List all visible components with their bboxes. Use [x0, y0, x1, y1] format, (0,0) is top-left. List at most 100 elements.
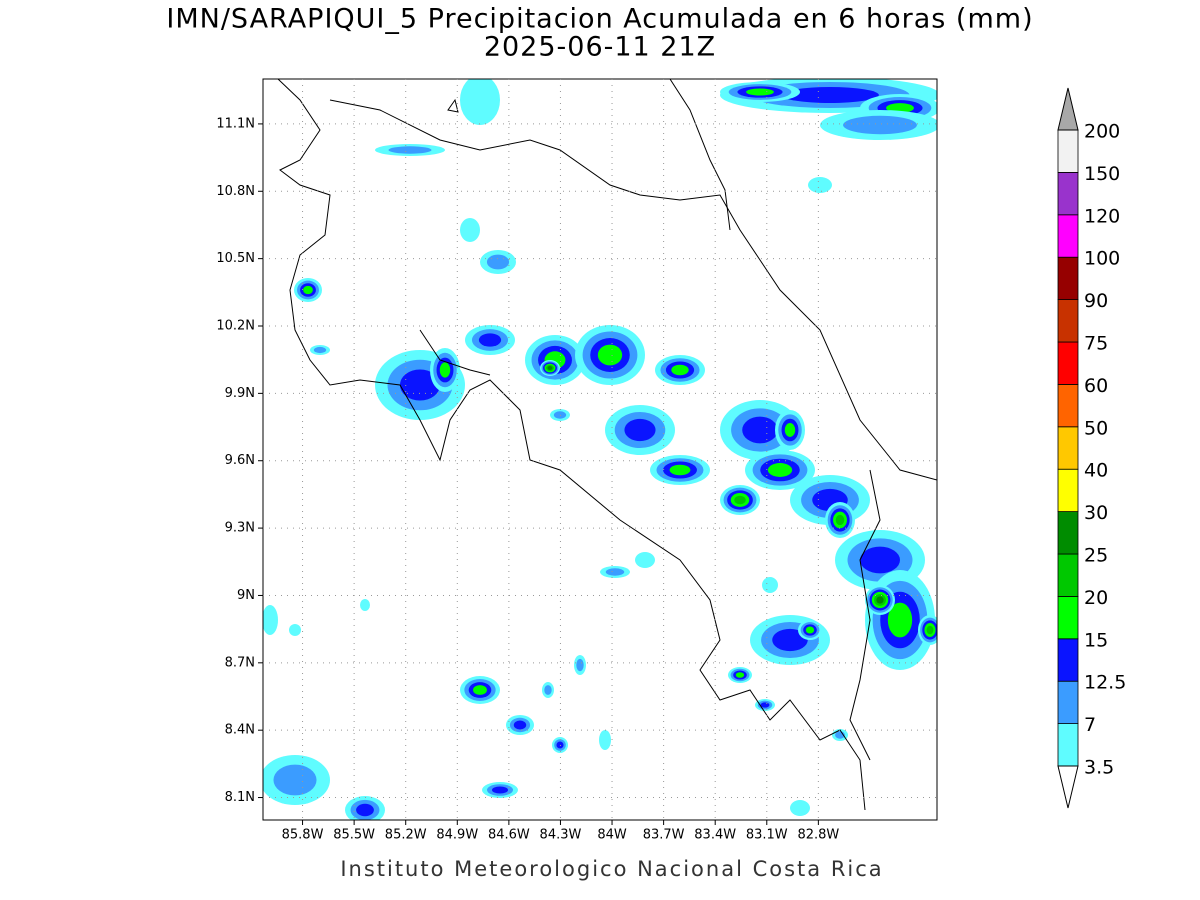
colorbar-label: 150: [1084, 163, 1120, 185]
precip-area: [473, 685, 487, 695]
colorbar-over: [1057, 87, 1079, 131]
precip-area: [805, 626, 815, 634]
precip-area: [439, 362, 451, 378]
x-tick-label: 84.9W: [436, 828, 478, 843]
colorbar-label: 15: [1084, 629, 1108, 651]
colorbar-label: 120: [1084, 205, 1120, 227]
x-tick-label: 85.5W: [333, 828, 375, 843]
x-tick-label: 82.8W: [797, 828, 839, 843]
precip-area: [400, 369, 440, 401]
precip-area: [887, 602, 913, 638]
colorbar-segment: [1057, 638, 1079, 682]
y-tick-label: 8.4N: [225, 723, 255, 738]
colorbar-segment: [1057, 553, 1079, 597]
coastline: [277, 79, 866, 811]
precip-area: [790, 800, 810, 816]
precip-area: [478, 333, 502, 347]
colorbar-segment: [1057, 299, 1079, 343]
colorbar-segment: [1057, 511, 1079, 555]
colorbar-segment: [1057, 129, 1079, 173]
x-tick-label: 84.6W: [488, 828, 530, 843]
precip-area: [492, 786, 508, 794]
precip-area: [597, 344, 623, 366]
colorbar-segment: [1057, 680, 1079, 725]
precip-area: [544, 685, 552, 695]
precip-area: [784, 423, 796, 437]
precip-area: [289, 624, 301, 636]
precip-area: [635, 552, 655, 568]
x-tick-label: 84.3W: [540, 828, 582, 843]
precip-area: [746, 88, 774, 96]
precip-area: [547, 366, 553, 370]
precip-area: [360, 599, 370, 611]
colorbar-segment: [1057, 341, 1079, 385]
precip-area: [460, 218, 480, 242]
colorbar-label: 200: [1084, 121, 1120, 143]
colorbar-segment: [1057, 468, 1079, 513]
colorbar-label: 25: [1084, 545, 1108, 567]
map-frame: [262, 78, 938, 821]
border: [329, 99, 937, 481]
x-tick-label: 83.7W: [643, 828, 685, 843]
colorbar-label: 50: [1084, 417, 1108, 439]
y-tick-label: 11.1N: [216, 116, 255, 131]
precip-area: [926, 625, 934, 635]
coastlines: [277, 79, 937, 811]
colorbar-segment: [1057, 256, 1079, 301]
x-tick-label: 83.1W: [746, 828, 788, 843]
y-tick-label: 9.6N: [225, 453, 255, 468]
precip-area: [742, 416, 778, 444]
colorbar-segment: [1057, 214, 1079, 258]
colorbar-label: 12.5: [1084, 672, 1126, 694]
precip-area: [767, 463, 793, 477]
precip-area: [762, 577, 778, 593]
precip-area: [669, 464, 691, 476]
precip-area: [273, 764, 317, 796]
x-tick-label: 85.8W: [282, 828, 324, 843]
y-tick-label: 8.7N: [225, 655, 255, 670]
colorbar-label: 100: [1084, 248, 1120, 270]
precip-area: [835, 514, 845, 526]
precip-area: [388, 146, 432, 154]
colorbar-label: 20: [1084, 587, 1108, 609]
colorbar-label: 40: [1084, 460, 1108, 482]
subtitle: 2025-06-11 21Z: [484, 32, 716, 63]
precip-area: [263, 605, 278, 635]
precip-area: [460, 79, 500, 125]
colorbar-label: 90: [1084, 290, 1108, 312]
x-tick-label: 85.2W: [385, 828, 427, 843]
precip-area: [735, 672, 745, 678]
colorbar-segment: [1057, 596, 1079, 640]
coastline: [419, 329, 491, 376]
precip-area: [624, 418, 656, 442]
precip-area: [576, 658, 584, 672]
colorbar-segment: [1057, 723, 1079, 767]
colorbar-label: 7: [1084, 714, 1096, 736]
colorbar-under: [1057, 765, 1079, 809]
precip-area: [734, 495, 746, 505]
colorbar-label: 30: [1084, 502, 1108, 524]
border: [849, 469, 881, 761]
y-tick-label: 9.3N: [225, 521, 255, 536]
credit: Instituto Meteorologico Nacional Costa R…: [340, 857, 883, 881]
colorbar-label: 3.5: [1084, 757, 1114, 779]
y-tick-label: 8.1N: [225, 790, 255, 805]
lake: [447, 98, 459, 113]
precip-area: [486, 254, 510, 270]
precip-area: [671, 364, 689, 376]
y-tick-label: 10.8N: [216, 184, 255, 199]
precip-area: [781, 87, 879, 103]
y-tick-label: 9N: [237, 588, 255, 603]
colorbar-segment: [1057, 426, 1079, 470]
precip-area: [843, 115, 917, 135]
precip-area: [772, 628, 808, 652]
precip-area: [860, 546, 900, 574]
y-tick-label: 9.9N: [225, 386, 255, 401]
colorbar-label: 60: [1084, 375, 1108, 397]
precip-area: [605, 568, 625, 576]
title: IMN/SARAPIQUI_5 Precipitacion Acumulada …: [166, 4, 1033, 35]
y-tick-label: 10.5N: [216, 251, 255, 266]
precip-area: [313, 346, 327, 354]
colorbar: 3.5 7 12.5 15 20 25 30 40 50 60 75 90 100 120 150 200: [1057, 87, 1126, 809]
